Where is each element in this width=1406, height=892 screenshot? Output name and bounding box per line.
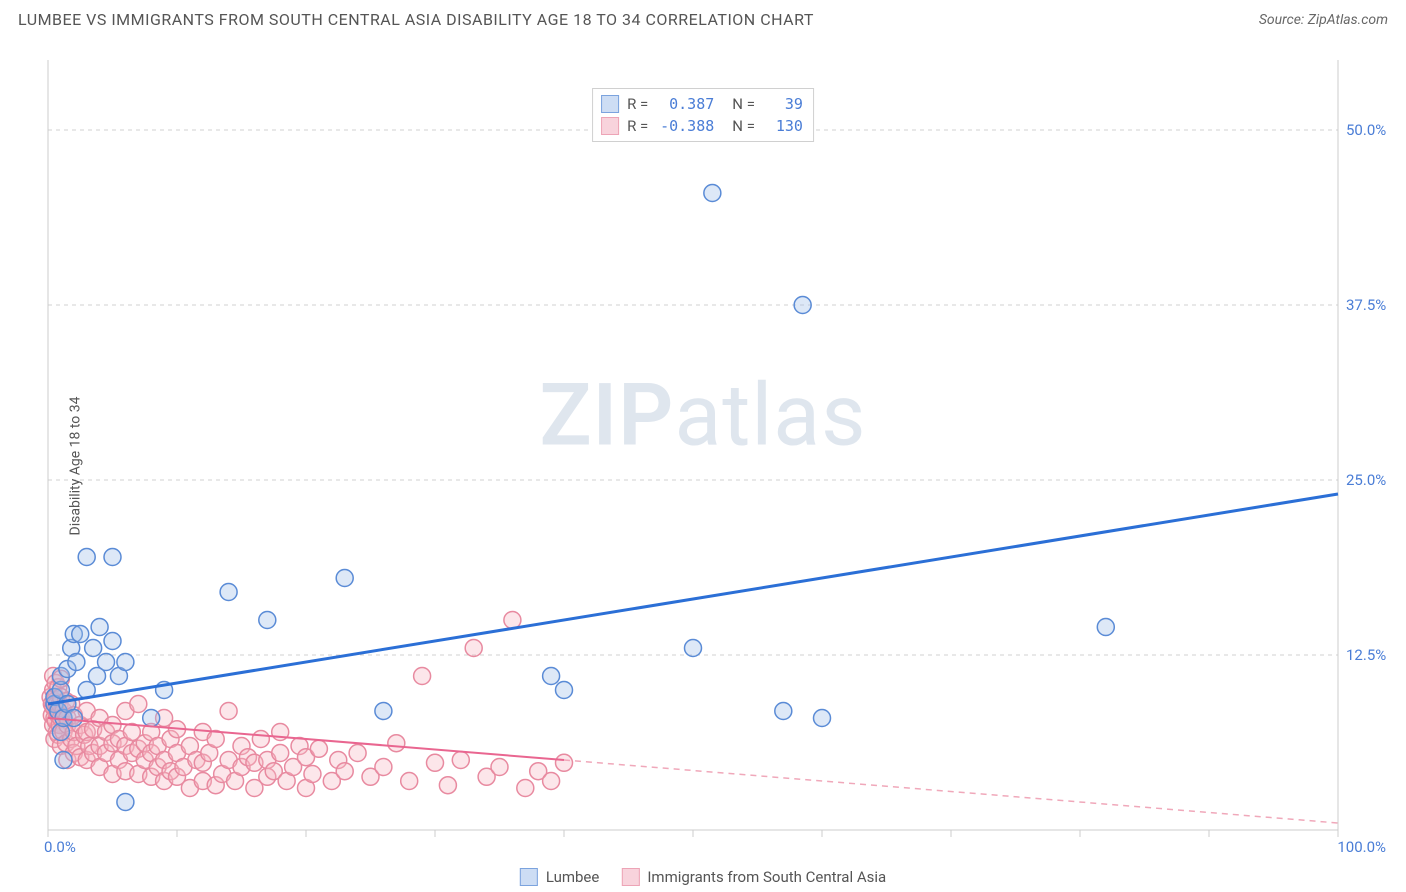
stats-row-blue: R = 0.387 N = 39 [601,93,803,115]
legend-item-pink: Immigrants from South Central Asia [621,868,886,886]
series-legend: Lumbee Immigrants from South Central Asi… [520,868,886,886]
legend-label: Immigrants from South Central Asia [647,868,886,886]
svg-text:37.5%: 37.5% [1346,296,1386,314]
swatch-pink-icon [621,868,639,886]
swatch-blue-icon [601,95,619,113]
stats-legend: R = 0.387 N = 39 R = -0.388 N = 130 [592,88,814,142]
source-label: Source: ZipAtlas.com [1259,12,1388,28]
chart-title: LUMBEE VS IMMIGRANTS FROM SOUTH CENTRAL … [18,10,814,29]
svg-text:0.0%: 0.0% [44,838,76,856]
svg-text:100.0%: 100.0% [1337,838,1386,856]
legend-item-blue: Lumbee [520,868,600,886]
swatch-pink-icon [601,117,619,135]
svg-text:25.0%: 25.0% [1346,471,1386,489]
swatch-blue-icon [520,868,538,886]
stats-row-pink: R = -0.388 N = 130 [601,115,803,137]
scatter-chart: 12.5% 25.0% 37.5% 50.0% 0.0% 100.0% [0,40,1406,860]
svg-text:50.0%: 50.0% [1346,121,1386,139]
y-axis-label: Disability Age 18 to 34 [67,397,83,536]
svg-text:12.5%: 12.5% [1346,646,1386,664]
legend-label: Lumbee [546,868,600,886]
